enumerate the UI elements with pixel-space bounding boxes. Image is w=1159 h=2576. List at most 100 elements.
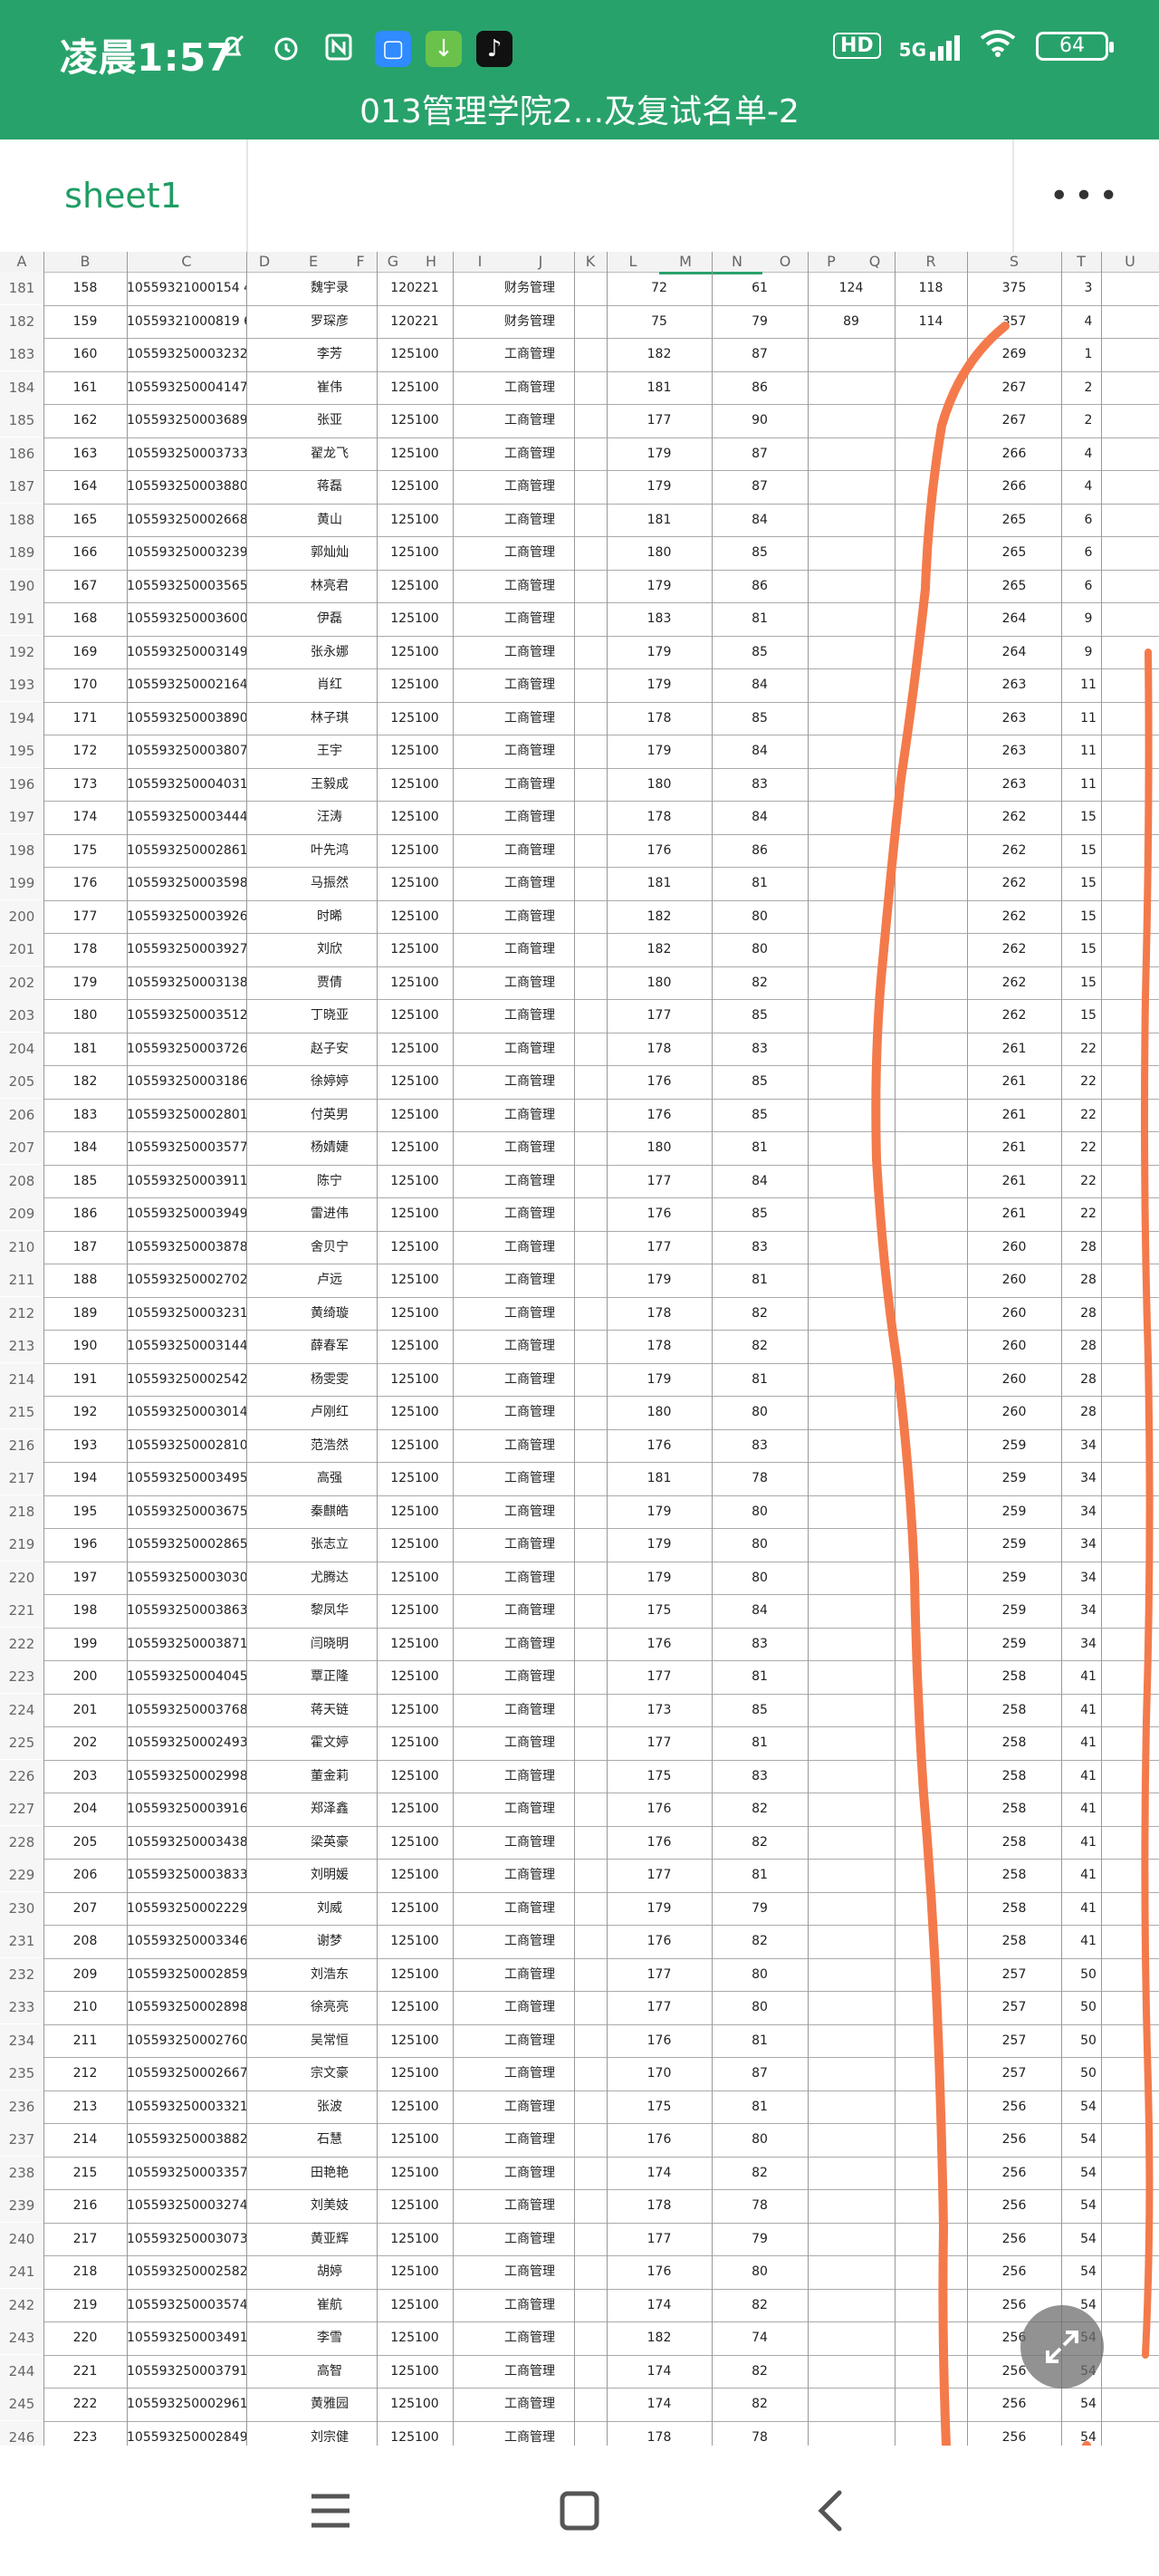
rank-cell[interactable]: 54 — [1080, 2099, 1097, 2114]
column-letter-h[interactable]: H — [425, 253, 437, 270]
score-3-cell[interactable] — [808, 867, 895, 899]
major-code-cell[interactable]: 125100 — [390, 1041, 439, 1056]
score-2-cell[interactable]: 82 — [752, 2297, 768, 2312]
score-4-cell[interactable] — [895, 801, 967, 833]
score-3-cell[interactable] — [808, 437, 895, 470]
sequence-cell[interactable]: 170 — [72, 678, 98, 692]
score-1-cell[interactable]: 179 — [647, 1273, 672, 1287]
score-1-cell[interactable]: 179 — [647, 1504, 672, 1519]
score-3-cell[interactable] — [808, 1925, 895, 1957]
exam-id-cell[interactable]: 105593250002542 — [127, 1371, 246, 1387]
sequence-cell[interactable]: 197 — [72, 1570, 98, 1585]
exam-id-cell[interactable]: 105593250002898 — [127, 2000, 246, 2014]
score-1-cell[interactable]: 181 — [647, 512, 672, 527]
name-cell[interactable]: 黄山 — [317, 512, 342, 527]
score-2-cell[interactable]: 84 — [752, 744, 768, 758]
score-1-cell[interactable]: 177 — [647, 1735, 672, 1750]
score-1-cell[interactable]: 176 — [647, 1107, 672, 1122]
major-code-cell[interactable]: 125100 — [390, 876, 439, 890]
table-row[interactable]: 199 176 105593250003598 马振然 125100 工商管理 181 81 2… — [0, 867, 1159, 901]
rank-cell[interactable]: 41 — [1080, 1669, 1097, 1684]
total-score-cell[interactable]: 258 — [1001, 1834, 1027, 1850]
table-row[interactable]: 195 172 105593250003807 王宇 125100 工商管理 179 84 26… — [0, 735, 1159, 769]
score-1-cell[interactable]: 176 — [647, 1934, 672, 1948]
score-4-cell[interactable] — [895, 2388, 967, 2420]
major-name-cell[interactable]: 工商管理 — [504, 1471, 555, 1485]
score-4-cell[interactable] — [895, 2355, 967, 2388]
score-1-cell[interactable]: 176 — [647, 1636, 672, 1651]
total-score-cell[interactable]: 256 — [1001, 2198, 1027, 2213]
exam-id-cell[interactable]: 10559321000154 4 — [127, 281, 246, 295]
table-row[interactable]: 243 220 105593250003491 李雪 125100 工商管理 182 74 25… — [0, 2321, 1159, 2356]
major-code-cell[interactable]: 125100 — [390, 1834, 439, 1850]
major-name-cell[interactable]: 工商管理 — [504, 1868, 555, 1882]
score-4-cell[interactable] — [895, 636, 967, 668]
score-2-cell[interactable]: 85 — [752, 1107, 768, 1122]
total-score-cell[interactable]: 258 — [1001, 1900, 1027, 1916]
sequence-cell[interactable]: 193 — [72, 1437, 98, 1453]
total-score-cell[interactable]: 256 — [1001, 2165, 1027, 2180]
exam-id-cell[interactable]: 105593250003916 — [127, 1802, 246, 1816]
major-name-cell[interactable]: 工商管理 — [504, 2099, 555, 2114]
name-cell[interactable]: 马振然 — [311, 876, 349, 890]
score-4-cell[interactable] — [895, 2255, 967, 2288]
score-1-cell[interactable]: 176 — [647, 2132, 672, 2147]
score-3-cell[interactable] — [808, 834, 895, 867]
score-4-cell[interactable] — [895, 1231, 967, 1264]
major-name-cell[interactable]: 工商管理 — [504, 1041, 555, 1056]
major-name-cell[interactable]: 工商管理 — [504, 1305, 555, 1321]
name-cell[interactable]: 罗琛彦 — [311, 313, 349, 329]
major-name-cell[interactable]: 工商管理 — [504, 1173, 555, 1188]
exam-id-cell[interactable]: 105593250002582 — [127, 2264, 246, 2279]
score-1-cell[interactable]: 183 — [647, 611, 672, 626]
score-1-cell[interactable]: 177 — [647, 413, 672, 428]
sequence-cell[interactable]: 217 — [72, 2231, 98, 2246]
score-1-cell[interactable]: 182 — [647, 908, 672, 924]
major-name-cell[interactable]: 工商管理 — [504, 710, 555, 726]
rank-cell[interactable]: 50 — [1080, 2066, 1097, 2081]
rank-cell[interactable]: 11 — [1080, 744, 1097, 758]
major-code-cell[interactable]: 125100 — [390, 1074, 439, 1089]
score-4-cell[interactable] — [895, 1991, 967, 2023]
exam-id-cell[interactable]: 105593250003346 — [127, 1934, 246, 1948]
sequence-cell[interactable]: 199 — [72, 1636, 98, 1651]
sequence-cell[interactable]: 195 — [72, 1504, 98, 1519]
score-3-cell[interactable] — [808, 1991, 895, 2023]
total-score-cell[interactable]: 256 — [1001, 2231, 1027, 2246]
rank-cell[interactable]: 54 — [1080, 2264, 1097, 2279]
score-4-cell[interactable] — [895, 1197, 967, 1230]
score-3-cell[interactable] — [808, 2057, 895, 2090]
table-row[interactable]: 212 189 105593250003231 黄绮璇 125100 工商管理 178 82 2… — [0, 1296, 1159, 1331]
name-cell[interactable]: 刘宗健 — [311, 2429, 349, 2445]
exam-id-cell[interactable]: 105593250003833 — [127, 1868, 246, 1882]
name-cell[interactable]: 刘浩东 — [311, 1966, 349, 1982]
score-1-cell[interactable]: 174 — [647, 2165, 672, 2180]
major-name-cell[interactable]: 工商管理 — [504, 1834, 555, 1850]
table-row[interactable]: 225 202 105593250002493 霍文婷 125100 工商管理 177 81 2… — [0, 1726, 1159, 1761]
score-4-cell[interactable] — [895, 2189, 967, 2222]
column-letter-b[interactable]: B — [80, 253, 91, 270]
total-score-cell[interactable]: 259 — [1001, 1437, 1027, 1453]
table-row[interactable]: 233 210 105593250002898 徐亮亮 125100 工商管理 177 80 2… — [0, 1991, 1159, 2025]
name-cell[interactable]: 石慧 — [317, 2132, 342, 2147]
major-name-cell[interactable]: 工商管理 — [504, 810, 555, 824]
score-2-cell[interactable]: 81 — [752, 611, 768, 626]
table-row[interactable]: 184 161 105593250004147 崔伟 125100 工商管理 181 86 26… — [0, 370, 1159, 405]
table-row[interactable]: 222 199 105593250003871 闫晓明 125100 工商管理 176 83 2… — [0, 1627, 1159, 1661]
score-4-cell[interactable] — [895, 2157, 967, 2189]
score-3-cell[interactable] — [808, 2421, 895, 2446]
name-cell[interactable]: 李芳 — [317, 347, 342, 361]
rank-cell[interactable]: 28 — [1080, 1239, 1097, 1254]
major-code-cell[interactable]: 125100 — [390, 1140, 439, 1155]
total-score-cell[interactable]: 258 — [1001, 1802, 1027, 1816]
score-2-cell[interactable]: 80 — [752, 2132, 768, 2147]
score-2-cell[interactable]: 85 — [752, 644, 768, 659]
rank-cell[interactable]: 9 — [1084, 644, 1093, 659]
score-1-cell[interactable]: 177 — [647, 2000, 672, 2014]
major-code-cell[interactable]: 125100 — [390, 2198, 439, 2213]
major-code-cell[interactable]: 125100 — [390, 2331, 439, 2345]
sequence-cell[interactable]: 158 — [72, 281, 98, 295]
name-cell[interactable]: 高智 — [317, 2363, 342, 2379]
score-4-cell[interactable]: 114 — [918, 313, 943, 329]
